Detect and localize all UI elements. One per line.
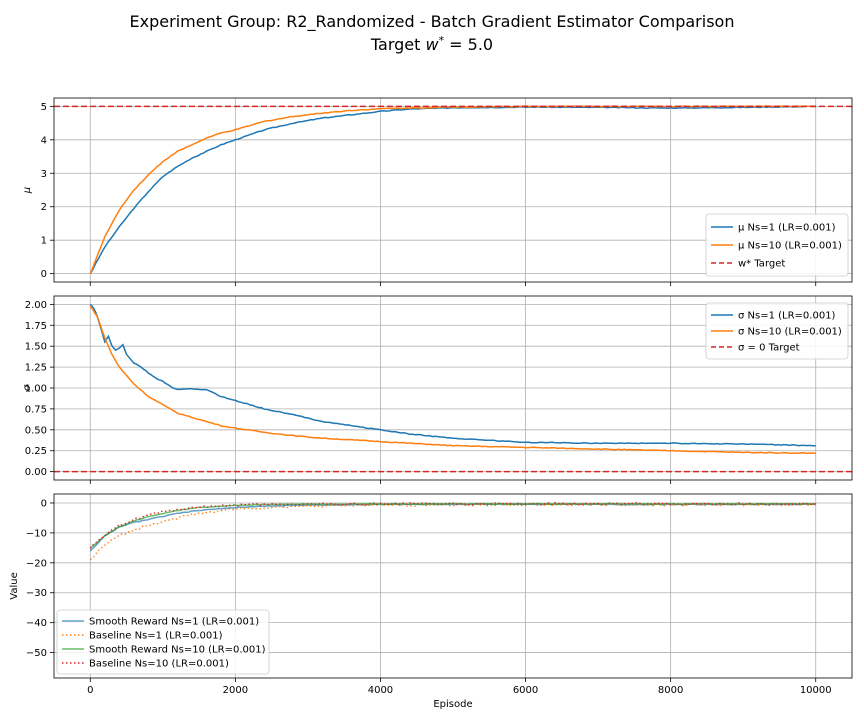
y-tick-label: −50 — [26, 648, 47, 659]
x-tick-label: 10000 — [800, 685, 832, 696]
figure-subtitle: Target w* = 5.0 — [370, 34, 493, 55]
sigma-panel: 0.00 0.25 0.50 0.75 1.00 1.25 1.50 1.75 2.00 σ σ N… — [22, 295, 853, 484]
series-line — [89, 305, 816, 455]
y-tick-label: −20 — [26, 558, 47, 569]
y-axis-label: μ — [22, 187, 33, 194]
legend-label: σ Ns=1 (LR=0.001) — [738, 311, 836, 322]
y-tick-label: 0 — [41, 498, 47, 509]
series-line — [89, 303, 816, 447]
y-tick-label: −40 — [26, 618, 47, 629]
legend-label: Baseline Ns=1 (LR=0.001) — [89, 631, 223, 642]
figure-title: Experiment Group: R2_Randomized - Batch … — [130, 12, 735, 32]
series-line — [89, 502, 816, 549]
value-panel: 0 2000 4000 6000 8000 10000 0 −10 −20 −30 −40 −50 Va… — [9, 493, 853, 710]
y-tick-label: 1.25 — [25, 363, 47, 374]
y-tick-label: 1 — [41, 236, 47, 247]
y-tick-label: 1.50 — [25, 342, 47, 353]
x-tick-label: 0 — [87, 685, 93, 696]
y-tick-label: 1.00 — [25, 384, 47, 395]
legend-box — [56, 609, 270, 675]
y-tick-label: 4 — [41, 135, 47, 146]
legend-box — [705, 302, 849, 360]
plot-area — [89, 502, 816, 561]
y-tick-label: 0.00 — [25, 467, 47, 478]
legend: μ Ns=1 (LR=0.001) μ Ns=10 (LR=0.001) w* Ta… — [705, 213, 849, 277]
plot-area — [54, 303, 852, 473]
y-tick-label: 0.25 — [25, 446, 47, 457]
y-tick-label: 5 — [41, 102, 47, 113]
plot-area — [54, 105, 852, 275]
legend-label: w* Target — [738, 259, 785, 270]
legend-label: Smooth Reward Ns=1 (LR=0.001) — [89, 617, 259, 628]
legend-box — [705, 213, 849, 277]
legend: Smooth Reward Ns=1 (LR=0.001) Baseline Ns… — [56, 609, 270, 675]
legend-label: σ = 0 Target — [738, 343, 800, 354]
y-tick-label: 0.75 — [25, 404, 47, 415]
legend-label: μ Ns=1 (LR=0.001) — [738, 223, 836, 234]
axes-frame — [53, 493, 853, 679]
y-tick-label: 2.00 — [25, 300, 47, 311]
y-tick-label: 0.50 — [25, 425, 47, 436]
y-tick-label: −10 — [26, 528, 47, 539]
y-tick-label: 1.75 — [25, 321, 47, 332]
y-tick-label: 3 — [41, 169, 47, 180]
series-line — [89, 502, 816, 561]
series-line — [89, 502, 816, 549]
x-tick-label: 2000 — [223, 685, 248, 696]
mu-panel: 0 1 2 3 4 5 μ μ Ns=1 (LR=0.001) μ Ns=10 (LR=0.00… — [22, 97, 853, 286]
legend-label: Baseline Ns=10 (LR=0.001) — [89, 659, 229, 670]
series-line — [89, 503, 816, 552]
legend-label: Smooth Reward Ns=10 (LR=0.001) — [89, 645, 266, 656]
y-axis-label: Value — [9, 572, 20, 599]
axes-frame — [53, 97, 853, 283]
x-tick-label: 4000 — [368, 685, 393, 696]
y-tick-label: 2 — [41, 202, 47, 213]
y-tick-label: −30 — [26, 588, 47, 599]
legend-label: σ Ns=10 (LR=0.001) — [738, 327, 842, 338]
x-tick-label: 8000 — [658, 685, 683, 696]
x-axis-label: Episode — [433, 699, 472, 710]
y-tick-label: 0 — [41, 269, 47, 280]
legend-label: μ Ns=10 (LR=0.001) — [738, 241, 842, 252]
y-axis-label: σ — [22, 384, 33, 391]
x-tick-label: 6000 — [513, 685, 538, 696]
legend: σ Ns=1 (LR=0.001) σ Ns=10 (LR=0.001) σ = 0… — [705, 302, 849, 360]
